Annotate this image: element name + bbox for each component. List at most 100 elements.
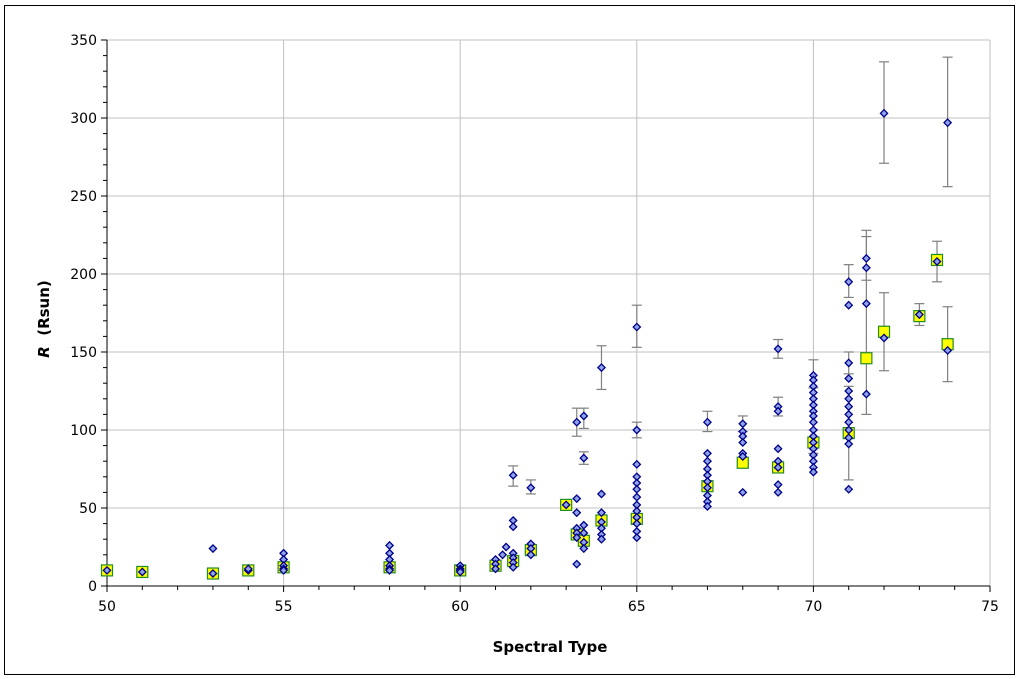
diamond-data-point <box>137 567 147 577</box>
diamond-data-point <box>844 374 854 384</box>
y-tick-label: 0 <box>88 579 97 595</box>
diamond-data-point <box>243 564 253 574</box>
diamond-data-point <box>579 453 589 463</box>
x-tick-label: 55 <box>275 599 293 615</box>
diamond-data-point <box>738 452 748 462</box>
diamond-data-point <box>572 559 582 569</box>
diamond-data-point <box>879 108 889 118</box>
diamond-data-point <box>844 394 854 404</box>
diamond-data-point <box>632 484 642 494</box>
diamond-data-point <box>943 345 953 355</box>
y-tick-label: 300 <box>70 111 97 127</box>
diamond-data-point <box>844 439 854 449</box>
diamond-data-point <box>385 565 395 575</box>
diamond-data-point <box>572 494 582 504</box>
y-axis-title-unit: (Rsun) <box>35 280 53 346</box>
y-axis-title: R (Rsun) <box>35 280 53 358</box>
diamond-data-point <box>844 277 854 287</box>
diamond-data-point <box>596 363 606 373</box>
x-tick-label: 75 <box>981 599 999 615</box>
axes <box>101 39 991 592</box>
diamond-data-point <box>208 569 218 579</box>
y-tick-label: 250 <box>70 189 97 205</box>
y-tick-label: 150 <box>70 345 97 361</box>
diamond-data-point <box>773 406 783 416</box>
diamond-data-point <box>596 508 606 518</box>
data-points <box>102 108 953 579</box>
diamond-data-point <box>508 470 518 480</box>
y-tick-label: 350 <box>70 33 97 49</box>
diamond-data-point <box>738 419 748 429</box>
diamond-data-point <box>738 437 748 447</box>
diamond-data-point <box>844 386 854 396</box>
diamond-data-point <box>508 522 518 532</box>
diamond-data-point <box>572 533 582 543</box>
diamond-data-point <box>914 310 924 320</box>
y-tick-label: 50 <box>79 501 97 517</box>
diamond-data-point <box>773 480 783 490</box>
diamond-data-point <box>501 542 511 552</box>
diamond-data-point <box>773 462 783 472</box>
x-axis-title: Spectral Type <box>493 638 608 656</box>
diamond-data-point <box>702 501 712 511</box>
diamond-data-point <box>579 544 589 554</box>
y-tick-label: 200 <box>70 267 97 283</box>
diamond-data-point <box>844 417 854 427</box>
diamond-data-point <box>632 533 642 543</box>
diamond-data-point <box>932 257 942 267</box>
diamond-data-point <box>702 448 712 458</box>
chart-frame: 50 55 60 65 70 75 0 50 100 150 200 250 300 350 Spectr… <box>4 5 1015 675</box>
diamond-data-point <box>455 567 465 577</box>
diamond-data-point <box>861 263 871 273</box>
diamond-data-point <box>844 300 854 310</box>
diamond-data-point <box>808 467 818 477</box>
x-tick-label: 70 <box>804 599 822 615</box>
diamond-data-point <box>579 528 589 538</box>
diamond-data-point <box>861 299 871 309</box>
diamond-data-point <box>632 492 642 502</box>
diamond-data-point <box>596 489 606 499</box>
diamond-data-point <box>861 389 871 399</box>
diamond-data-point <box>943 118 953 128</box>
mean-markers <box>100 253 954 580</box>
diamond-data-point <box>279 565 289 575</box>
diamond-data-point <box>808 417 818 427</box>
diamond-data-point <box>632 322 642 332</box>
diamond-data-point <box>738 487 748 497</box>
x-tick-label: 65 <box>628 599 646 615</box>
diamond-data-point <box>498 550 508 560</box>
diamond-data-point <box>844 358 854 368</box>
diamond-data-point <box>508 562 518 572</box>
y-axis-title-italic: R <box>35 346 53 358</box>
diamond-data-point <box>596 534 606 544</box>
diamond-data-point <box>208 544 218 554</box>
diamond-data-point <box>861 253 871 263</box>
diamond-data-point <box>844 484 854 494</box>
error-bars <box>508 56 953 495</box>
diamond-data-point <box>773 487 783 497</box>
diamond-data-point <box>879 333 889 343</box>
diamond-data-point <box>632 425 642 435</box>
diamond-data-point <box>491 564 501 574</box>
diamond-data-point <box>385 540 395 550</box>
diamond-data-point <box>526 550 536 560</box>
diamond-data-point <box>773 344 783 354</box>
diamond-data-point <box>702 417 712 427</box>
diamond-data-point <box>844 402 854 412</box>
y-tick-label: 100 <box>70 423 97 439</box>
diamond-data-point <box>526 483 536 493</box>
diamond-data-point <box>702 456 712 466</box>
diamond-data-point <box>632 459 642 469</box>
diamond-data-point <box>579 520 589 530</box>
diamond-data-point <box>579 411 589 421</box>
diamond-data-point <box>561 500 571 510</box>
x-tick-label: 50 <box>98 599 116 615</box>
diamond-data-point <box>844 409 854 419</box>
diamond-data-point <box>773 444 783 454</box>
grid-lines <box>107 39 991 586</box>
mean-square-marker <box>860 352 873 365</box>
diamond-data-point <box>572 508 582 518</box>
diamond-data-point <box>102 565 112 575</box>
